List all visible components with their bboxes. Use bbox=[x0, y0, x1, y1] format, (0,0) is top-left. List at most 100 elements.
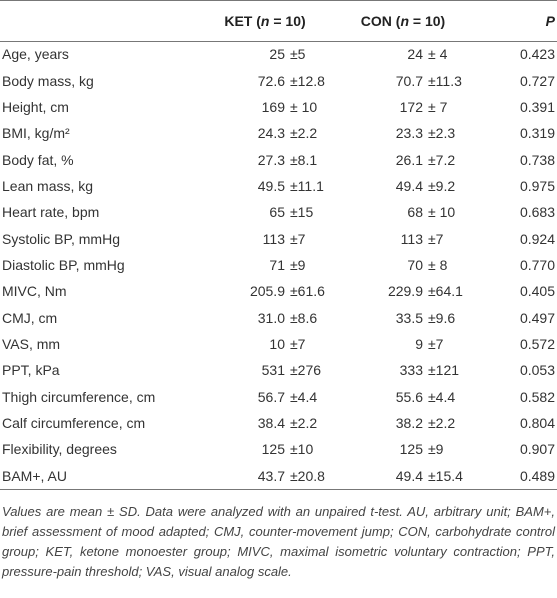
con-sd: ±2.2 bbox=[428, 415, 456, 432]
p-value: 0.053 bbox=[519, 362, 555, 379]
con-sd: ±9 bbox=[428, 441, 444, 458]
ket-mean: 531 bbox=[261, 362, 285, 379]
ket-mean: 24.3 bbox=[257, 125, 285, 142]
con-sd: ±7 bbox=[428, 336, 444, 353]
con-mean: 38.2 bbox=[395, 415, 423, 432]
con-mean: 24 bbox=[407, 46, 423, 63]
con-mean: 26.1 bbox=[395, 151, 423, 168]
ket-sd: ±2.2 bbox=[290, 125, 318, 142]
ket-sd: ±7 bbox=[290, 230, 306, 247]
con-mean: 49.4 bbox=[395, 467, 423, 484]
ket-mean: 71 bbox=[269, 257, 285, 273]
ket-mean: 205.9 bbox=[249, 283, 285, 300]
ket-sd: ± 10 bbox=[290, 98, 318, 115]
row-label: Age, years bbox=[2, 46, 69, 63]
header-var: n bbox=[400, 13, 410, 29]
con-mean: 49.4 bbox=[395, 177, 423, 194]
con-mean: 9 bbox=[415, 336, 423, 353]
p-value: 0.489 bbox=[519, 467, 555, 484]
con-mean: 70.7 bbox=[395, 72, 423, 89]
con-sd: ± 10 bbox=[428, 204, 456, 221]
ket-mean: 10 bbox=[269, 336, 285, 353]
ket-sd: ±12.8 bbox=[290, 72, 325, 89]
header-con: CON (n = 10) bbox=[353, 12, 453, 30]
header-rule bbox=[0, 41, 557, 42]
con-sd: ±7 bbox=[428, 230, 444, 247]
con-sd: ±64.1 bbox=[428, 283, 463, 300]
ket-sd: ±11.1 bbox=[290, 177, 324, 194]
ket-mean: 56.7 bbox=[257, 388, 285, 405]
ket-mean: 125 bbox=[261, 441, 285, 458]
row-label: Height, cm bbox=[2, 98, 69, 115]
con-mean: 68 bbox=[407, 204, 423, 221]
p-value: 0.391 bbox=[519, 98, 555, 115]
ket-mean: 38.4 bbox=[257, 415, 285, 432]
con-sd: ±121 bbox=[428, 362, 460, 379]
top-rule bbox=[0, 0, 557, 1]
con-mean: 23.3 bbox=[395, 125, 423, 142]
con-mean: 333 bbox=[399, 362, 423, 379]
header-text: KET ( bbox=[224, 13, 261, 29]
con-sd: ±2.3 bbox=[428, 125, 456, 142]
con-mean: 70 bbox=[407, 257, 423, 273]
row-label: Flexibility, degrees bbox=[2, 441, 117, 458]
con-sd: ±9.2 bbox=[428, 177, 456, 194]
header-text: CON ( bbox=[360, 13, 401, 29]
row-label: Lean mass, kg bbox=[2, 177, 94, 194]
header-text: = 10) bbox=[269, 13, 306, 29]
row-label: BMI, kg/m² bbox=[2, 125, 70, 142]
ket-sd: ±15 bbox=[290, 204, 314, 221]
ket-mean: 65 bbox=[269, 204, 285, 221]
row-label: Systolic BP, mmHg bbox=[2, 230, 120, 247]
con-mean: 172 bbox=[399, 98, 423, 115]
ket-sd: ±10 bbox=[290, 441, 314, 458]
con-sd: ±4.4 bbox=[428, 388, 456, 405]
ket-mean: 72.6 bbox=[257, 72, 285, 89]
con-mean: 55.6 bbox=[395, 388, 423, 405]
row-label: PPT, kPa bbox=[2, 362, 60, 379]
ket-sd: ±5 bbox=[290, 46, 306, 63]
con-sd: ± 7 bbox=[428, 98, 448, 115]
ket-sd: ±7 bbox=[290, 336, 306, 353]
ket-sd: ±2.2 bbox=[290, 415, 318, 432]
header-var: n bbox=[260, 13, 270, 29]
row-label: Body fat, % bbox=[2, 151, 74, 168]
header-text: = 10) bbox=[409, 13, 446, 29]
header-p: P bbox=[545, 13, 555, 29]
con-sd: ±11.3 bbox=[428, 72, 462, 89]
con-sd: ±9.6 bbox=[428, 309, 456, 326]
p-value: 0.497 bbox=[519, 309, 555, 326]
ket-sd: ±8.6 bbox=[290, 309, 318, 326]
con-sd: ±15.4 bbox=[428, 467, 463, 484]
con-mean: 33.5 bbox=[395, 309, 423, 326]
p-value: 0.738 bbox=[519, 151, 555, 168]
ket-mean: 113 bbox=[262, 230, 285, 247]
ket-sd: ±61.6 bbox=[290, 283, 325, 300]
p-value: 0.727 bbox=[519, 72, 555, 89]
con-mean: 125 bbox=[399, 441, 423, 458]
p-value: 0.770 bbox=[519, 257, 555, 273]
row-label: BAM+, AU bbox=[2, 467, 67, 484]
ket-mean: 49.5 bbox=[257, 177, 285, 194]
p-value: 0.405 bbox=[519, 283, 555, 300]
con-mean: 229.9 bbox=[387, 283, 423, 300]
con-mean: 113 bbox=[400, 230, 423, 247]
ket-sd: ±276 bbox=[290, 362, 322, 379]
bottom-rule bbox=[0, 489, 557, 490]
con-sd: ± 8 bbox=[428, 257, 448, 273]
ket-sd: ±9 bbox=[290, 257, 306, 273]
p-value: 0.975 bbox=[519, 177, 555, 194]
ket-mean: 43.7 bbox=[257, 467, 285, 484]
p-value: 0.924 bbox=[519, 230, 555, 247]
ket-sd: ±8.1 bbox=[290, 151, 318, 168]
row-label: Calf circumference, cm bbox=[2, 415, 146, 432]
ket-mean: 25 bbox=[269, 46, 285, 63]
row-label: Heart rate, bpm bbox=[2, 204, 100, 221]
footnote: Values are mean ± SD. Data were analyzed… bbox=[2, 504, 555, 579]
row-label: MIVC, Nm bbox=[2, 283, 67, 300]
header-ket: KET (n = 10) bbox=[215, 12, 315, 30]
row-label: CMJ, cm bbox=[2, 309, 58, 326]
row-label: Thigh circumference, cm bbox=[2, 388, 156, 405]
con-sd: ±7.2 bbox=[428, 151, 456, 168]
